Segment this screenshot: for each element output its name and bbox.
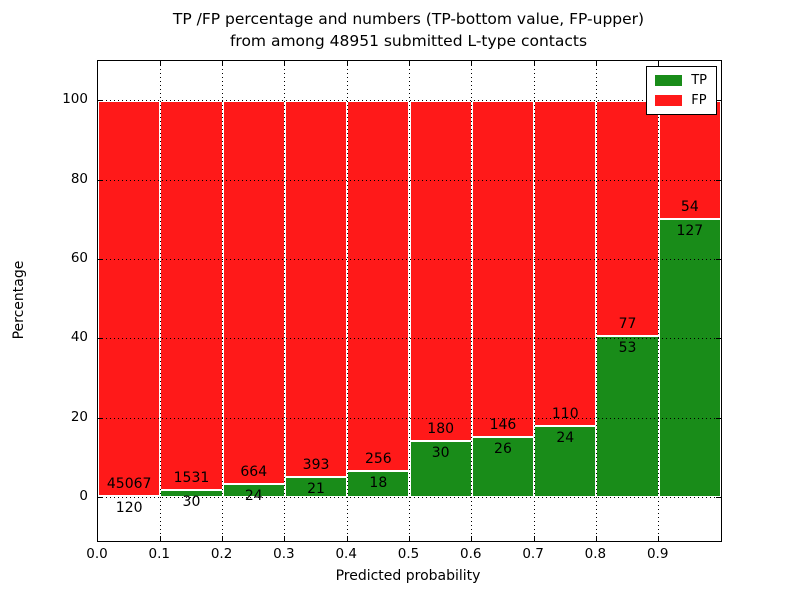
fp-bar-segment xyxy=(347,100,410,472)
fp-bar-segment xyxy=(658,100,721,219)
tp-bar-segment xyxy=(534,426,597,498)
x-tick-label: 0.0 xyxy=(86,546,108,562)
tp-legend-swatch-icon xyxy=(655,75,683,86)
fp-count-label: 256 xyxy=(364,451,392,468)
tp-bar-segment xyxy=(409,440,472,498)
bar-count-labels-layer: 45067 120 1531 30 664 24 393 21 256 18 180 30 146 26 1… xyxy=(98,61,721,541)
fp-bar-segment xyxy=(471,100,535,438)
fp-bar-segment xyxy=(284,100,348,478)
x-tick-label: 0.7 xyxy=(522,546,544,562)
fp-bar-segment xyxy=(222,100,285,484)
x-tick-label: 0.6 xyxy=(460,546,482,562)
tp-count-label: 21 xyxy=(307,481,325,498)
chart-title-line1: TP /FP percentage and numbers (TP-bottom… xyxy=(172,10,645,28)
x-tick-label: 0.1 xyxy=(148,546,171,562)
x-tick-label: 0.5 xyxy=(397,546,420,562)
fp-count-label: 110 xyxy=(551,406,579,423)
tp-count-label: 26 xyxy=(494,441,512,458)
y-tick-label: 40 xyxy=(70,329,88,346)
fp-legend-swatch-icon xyxy=(655,95,683,106)
x-tick-label: 0.4 xyxy=(335,546,357,562)
x-tick-label: 0.9 xyxy=(646,546,669,562)
tp-bar-segment xyxy=(596,335,659,498)
tp-bar-segment xyxy=(284,477,348,498)
legend: TP FP xyxy=(646,66,717,115)
x-tick-label: 0.3 xyxy=(273,546,295,562)
bars-layer xyxy=(98,61,721,541)
tp-count-label: 24 xyxy=(556,430,575,447)
y-tick-label: 80 xyxy=(70,170,88,187)
fp-count-label: 180 xyxy=(427,420,455,437)
fp-count-label: 77 xyxy=(618,315,637,332)
fp-count-label: 146 xyxy=(489,417,517,434)
chart-title-line2: from among 48951 submitted L-type contac… xyxy=(229,32,588,50)
tp-bar-segment xyxy=(347,471,410,498)
fp-bar-segment xyxy=(409,100,472,441)
legend-label-fp: FP xyxy=(691,93,707,108)
y-tick-label: 60 xyxy=(70,249,88,266)
fp-count-label: 1531 xyxy=(173,469,210,486)
tp-count-label: 120 xyxy=(115,500,143,517)
tp-count-label: 30 xyxy=(431,444,450,461)
legend-entry-fp: FP xyxy=(655,94,707,107)
x-tick-label: 0.8 xyxy=(584,546,607,562)
tp-bar-segment xyxy=(222,483,285,498)
tp-count-label: 53 xyxy=(618,339,637,356)
fp-count-label: 664 xyxy=(240,463,268,480)
y-tick-label: 0 xyxy=(79,487,88,504)
legend-entry-tp: TP xyxy=(655,74,707,87)
y-tick-label: 100 xyxy=(62,91,88,108)
tp-bar-segment xyxy=(471,437,535,498)
tp-bar-segment xyxy=(658,219,721,498)
tp-count-label: 127 xyxy=(676,223,704,240)
fp-count-label: 54 xyxy=(680,199,699,216)
fp-count-label: 45067 xyxy=(106,476,152,493)
y-tick-label: 20 xyxy=(70,408,88,425)
x-tick-label: 0.2 xyxy=(210,546,233,562)
tp-count-label: 30 xyxy=(182,493,201,510)
fp-count-label: 393 xyxy=(302,457,330,474)
tp-count-label: 18 xyxy=(369,475,388,492)
tp-count-label: 24 xyxy=(244,487,263,504)
legend-label-tp: TP xyxy=(691,73,707,88)
y-axis-label: Percentage xyxy=(11,260,27,340)
fp-bar-segment xyxy=(160,100,223,490)
fp-bar-segment xyxy=(596,100,659,336)
fp-bar-segment xyxy=(98,100,161,497)
x-axis-label: Predicted probability xyxy=(335,568,481,584)
plot-area: 45067 120 1531 30 664 24 393 21 256 18 180 30 146 26 1… xyxy=(97,60,722,542)
